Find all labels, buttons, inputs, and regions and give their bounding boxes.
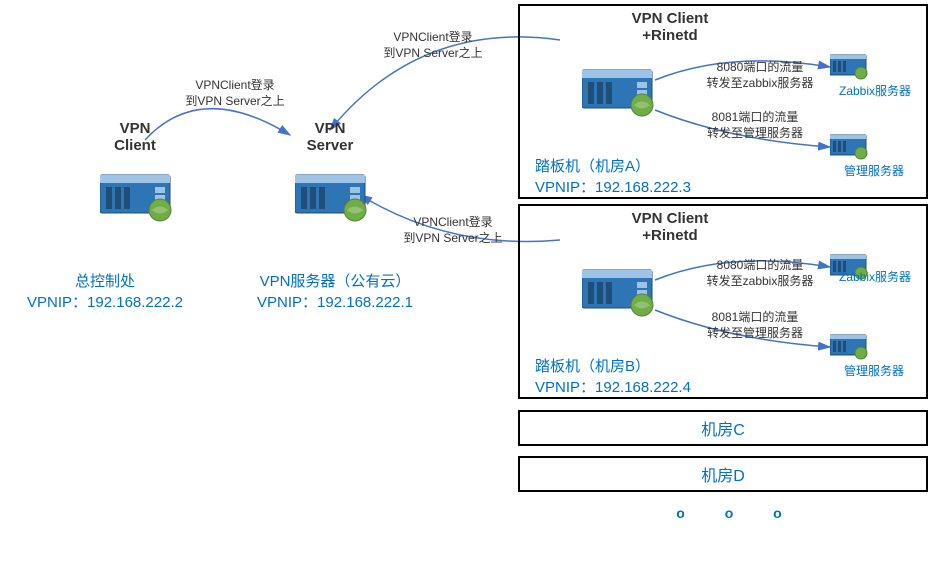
vpn-client-label: VPNClient xyxy=(95,120,175,154)
room-c-label: 机房C xyxy=(518,416,928,440)
room-b-port2-label: 8081端口的流量转发至管理服务器 xyxy=(685,310,825,341)
room-b-zabbix-label: Zabbix服务器 xyxy=(839,268,911,285)
vpn-client-server-icon xyxy=(100,165,180,225)
vpn-server-blue-label: VPN服务器（公有云）VPNIP：192.168.222.1 xyxy=(210,270,460,312)
room-b-mgmt-label: 管理服务器 xyxy=(844,362,904,379)
room-a-blue-label: 踏板机（机房A）VPNIP：192.168.222.3 xyxy=(520,155,730,197)
edge-roomA-server-label: VPNClient登录到VPN Server之上 xyxy=(368,30,498,61)
vpn-client-blue-label: 总控制处VPNIP：192.168.222.2 xyxy=(10,270,200,312)
room-b-mgmt-icon xyxy=(830,330,872,362)
room-a-mgmt-label: 管理服务器 xyxy=(844,162,904,179)
room-a-port1-label: 8080端口的流量转发至zabbix服务器 xyxy=(690,60,830,91)
ellipsis-dots: o o o xyxy=(638,505,838,521)
vpn-server-server-icon xyxy=(295,165,375,225)
vpn-server-label: VPNServer xyxy=(290,120,370,154)
room-a-label: VPN Client+Rinetd xyxy=(610,10,730,44)
room-a-port2-label: 8081端口的流量转发至管理服务器 xyxy=(685,110,825,141)
edge-roomB-server-label: VPNClient登录到VPN Server之上 xyxy=(388,215,518,246)
edge-client-server-label: VPNClient登录到VPN Server之上 xyxy=(170,78,300,109)
room-b-blue-label: 踏板机（机房B）VPNIP：192.168.222.4 xyxy=(520,355,730,397)
room-a-server-icon xyxy=(582,60,662,120)
room-b-label: VPN Client+Rinetd xyxy=(610,210,730,244)
room-a-zabbix-icon xyxy=(830,50,872,82)
room-b-port1-label: 8080端口的流量转发至zabbix服务器 xyxy=(690,258,830,289)
room-a-mgmt-icon xyxy=(830,130,872,162)
room-a-zabbix-label: Zabbix服务器 xyxy=(839,82,911,99)
room-b-server-icon xyxy=(582,260,662,320)
room-d-label: 机房D xyxy=(518,462,928,486)
